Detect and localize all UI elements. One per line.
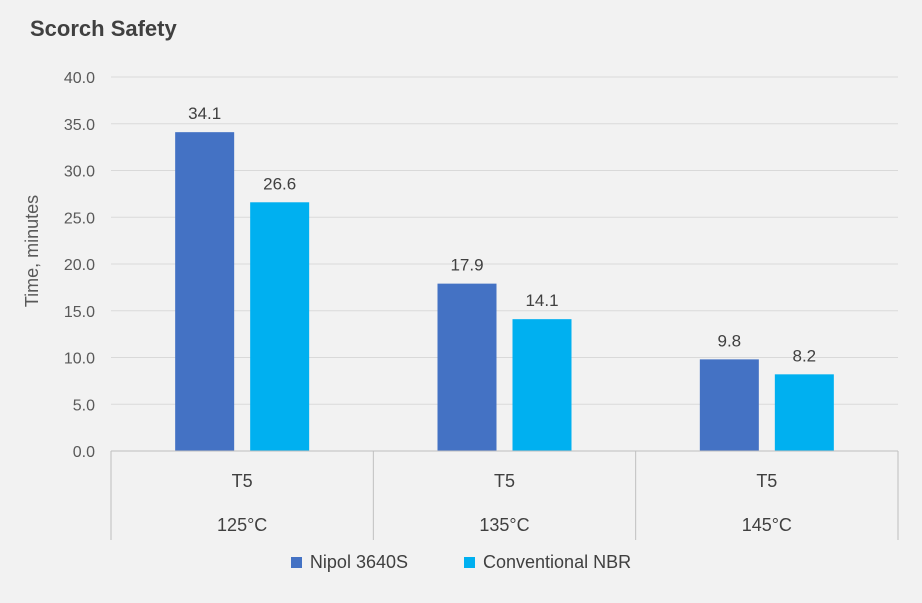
x-tick-label: T5 [756, 471, 777, 491]
y-tick-label: 40.0 [64, 70, 95, 87]
bar-series-1-cat-2 [437, 283, 497, 451]
x-group-label: 125°C [217, 515, 267, 535]
x-tick-label: T5 [232, 471, 253, 491]
x-group-label: 145°C [742, 515, 792, 535]
legend-label-series-2: Conventional NBR [483, 552, 632, 572]
y-tick-label: 15.0 [64, 304, 95, 321]
y-tick-label: 30.0 [64, 164, 95, 181]
legend-label-series-1: Nipol 3640S [309, 552, 408, 572]
legend: Nipol 3640S Conventional NBR [0, 552, 922, 573]
data-label: 34.1 [188, 104, 221, 123]
bar-series-1-cat-1 [175, 132, 235, 452]
y-axis-label: Time, minutes [22, 195, 42, 307]
x-group-label: 135°C [479, 515, 529, 535]
y-tick-label: 0.0 [73, 444, 95, 461]
data-label: 8.2 [793, 346, 817, 365]
legend-swatch-series-2 [464, 557, 475, 568]
bar-series-2-cat-3 [774, 374, 834, 451]
bar-series-1-cat-3 [699, 359, 759, 451]
y-tick-label: 35.0 [64, 117, 95, 134]
y-tick-label: 10.0 [64, 351, 95, 368]
y-tick-label: 25.0 [64, 210, 95, 227]
x-tick-label: T5 [494, 471, 515, 491]
bar-series-2-cat-2 [512, 319, 572, 451]
bar-series-2-cat-1 [250, 202, 310, 451]
data-label: 26.6 [263, 174, 296, 193]
y-tick-label: 5.0 [73, 397, 95, 414]
data-label: 17.9 [450, 256, 483, 275]
y-tick-label: 20.0 [64, 257, 95, 274]
data-label: 14.1 [525, 291, 558, 310]
chart-title: Scorch Safety [30, 16, 177, 41]
data-label: 9.8 [718, 331, 742, 350]
legend-item-series-1: Nipol 3640S [290, 552, 408, 573]
legend-item-series-2: Conventional NBR [464, 552, 631, 573]
legend-swatch-series-1 [290, 557, 302, 568]
